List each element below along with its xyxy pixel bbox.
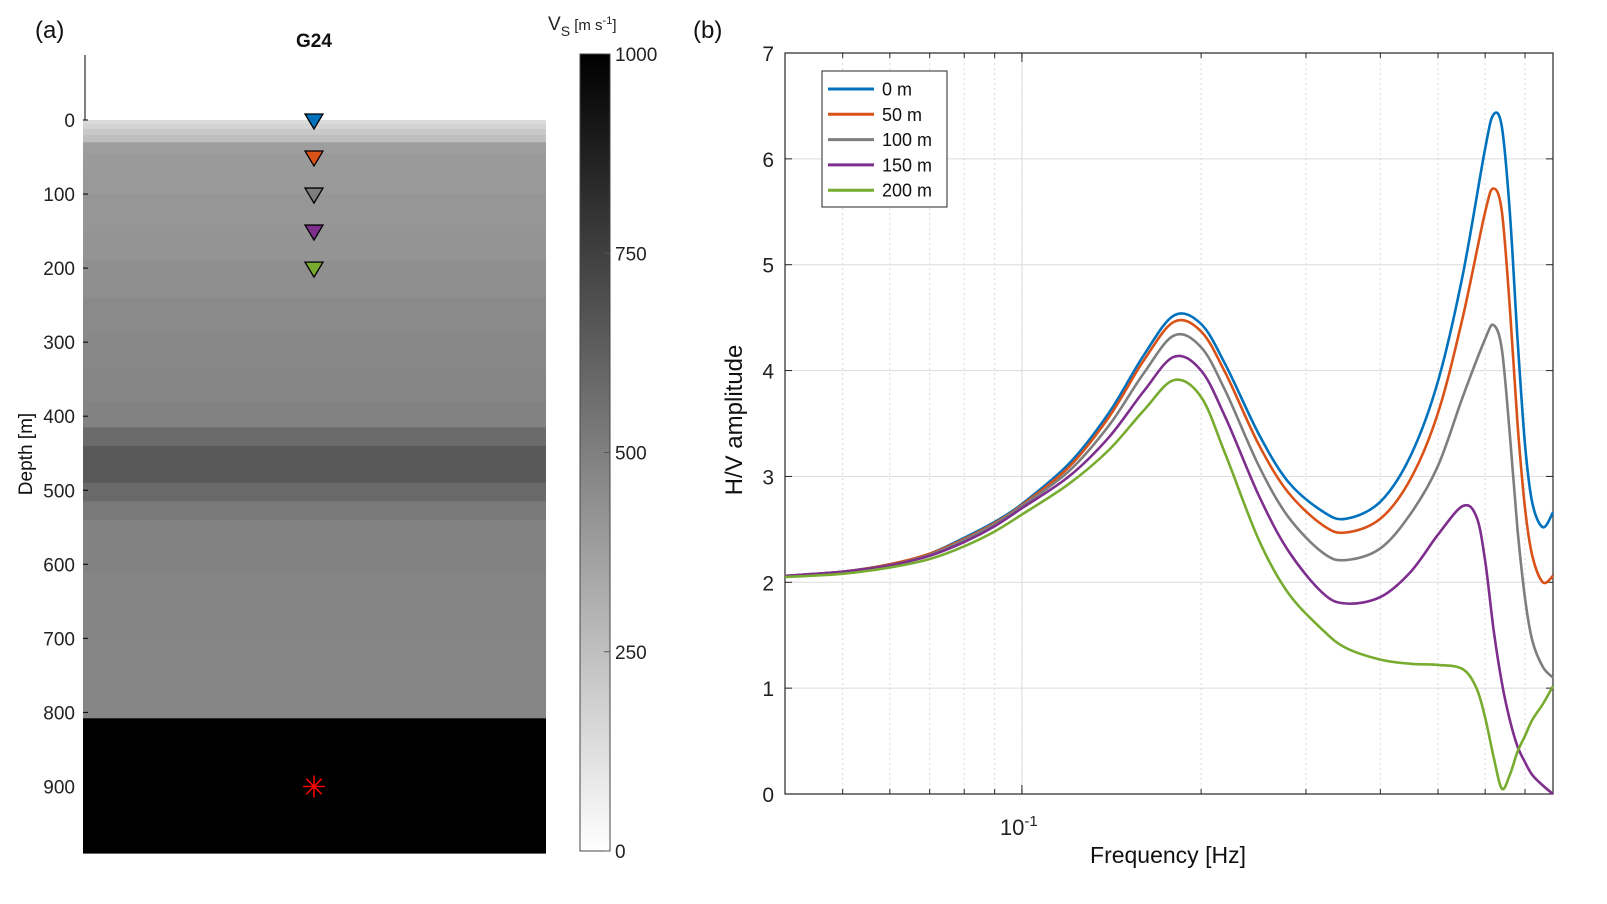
frequency-axis-label: Frequency [Hz] bbox=[1090, 842, 1246, 868]
velocity-layer-6 bbox=[83, 171, 546, 195]
velocity-layer-3 bbox=[83, 134, 546, 143]
velocity-layer-14 bbox=[83, 427, 546, 447]
velocity-layer-13 bbox=[83, 401, 546, 428]
depth-profile-title: G24 bbox=[296, 31, 332, 52]
colorbar-tick-label: 500 bbox=[615, 444, 647, 465]
source-marker bbox=[303, 775, 325, 798]
velocity-layer-17 bbox=[83, 501, 546, 521]
amplitude-tick-label: 1 bbox=[762, 678, 774, 701]
hv-curve-3 bbox=[784, 354, 1554, 796]
station-marker-2 bbox=[303, 187, 325, 205]
velocity-layer-11 bbox=[83, 334, 546, 373]
amplitude-tick-label: 6 bbox=[762, 149, 774, 172]
amplitude-ticks: 0 1 2 3 4 5 6 7 bbox=[762, 43, 1553, 807]
depth-tick-label: 900 bbox=[43, 777, 75, 798]
velocity-layer-20 bbox=[83, 638, 546, 719]
depth-tick-label: 200 bbox=[43, 259, 75, 280]
velocity-layers bbox=[83, 120, 546, 854]
frequency-ticks: 10-1 bbox=[842, 53, 1526, 840]
legend-label-3: 150 m bbox=[882, 155, 932, 175]
depth-tick-label: 600 bbox=[43, 555, 75, 576]
hv-curve-4 bbox=[784, 378, 1555, 791]
grid bbox=[785, 53, 1553, 794]
amplitude-tick-label: 4 bbox=[762, 361, 774, 384]
amplitude-axis-label: H/V amplitude bbox=[721, 345, 748, 496]
colorbar-tick-label: 250 bbox=[615, 643, 647, 664]
colorbar-tick-label: 1000 bbox=[615, 45, 657, 66]
depth-tick-label: 800 bbox=[43, 703, 75, 724]
depth-tick-label: 400 bbox=[43, 407, 75, 428]
depth-tick-label: 500 bbox=[43, 481, 75, 502]
amplitude-tick-label: 7 bbox=[762, 43, 774, 66]
depth-tick-label: 0 bbox=[64, 111, 75, 132]
velocity-layer-10 bbox=[83, 297, 546, 336]
velocity-layer-4 bbox=[83, 142, 546, 154]
station-marker-0 bbox=[303, 113, 325, 131]
amplitude-tick-label: 2 bbox=[762, 572, 774, 595]
hv-curve-2 bbox=[784, 323, 1554, 679]
legend: 0 m 50 m 100 m 150 m 200 m bbox=[821, 70, 948, 208]
legend-label-2: 100 m bbox=[882, 130, 932, 150]
colorbar-label: VS [m s-1] bbox=[548, 14, 616, 39]
station-marker-4 bbox=[303, 261, 325, 279]
velocity-layer-18 bbox=[83, 519, 546, 573]
depth-ticks: 0 100 200 300 400 500 600 700 800 900 bbox=[43, 111, 88, 798]
legend-label-4: 200 m bbox=[882, 181, 932, 201]
depth-tick-label: 300 bbox=[43, 333, 75, 354]
depth-tick-label: 700 bbox=[43, 629, 75, 650]
station-markers bbox=[303, 113, 325, 279]
legend-label-0: 0 m bbox=[882, 80, 912, 100]
panel-a-label: (a) bbox=[35, 17, 64, 44]
colorbar-ticks: 0 250 500 750 1000 bbox=[604, 45, 657, 863]
frequency-tick-label: 10-1 bbox=[1000, 813, 1038, 840]
source-star-stroke bbox=[305, 778, 323, 795]
colorbar-tick-label: 750 bbox=[615, 244, 647, 265]
panel-b-label: (b) bbox=[693, 17, 722, 44]
velocity-layer-12 bbox=[83, 371, 546, 402]
amplitude-tick-label: 3 bbox=[762, 466, 774, 489]
colorbar-tick-label: 0 bbox=[615, 842, 626, 863]
amplitude-tick-label: 5 bbox=[762, 255, 774, 278]
velocity-layer-2 bbox=[83, 128, 546, 136]
depth-axis-label: Depth [m] bbox=[16, 413, 37, 495]
legend-label-1: 50 m bbox=[882, 105, 922, 125]
amplitude-tick-label: 0 bbox=[762, 784, 774, 807]
plot-area-frame bbox=[784, 52, 1554, 795]
velocity-layer-15 bbox=[83, 445, 546, 484]
velocity-layer-19 bbox=[83, 571, 546, 639]
station-marker-3 bbox=[303, 224, 325, 242]
velocity-layer-16 bbox=[83, 482, 546, 502]
hv-curves bbox=[784, 111, 1555, 796]
station-marker-1 bbox=[303, 150, 325, 168]
depth-tick-label: 100 bbox=[43, 185, 75, 206]
